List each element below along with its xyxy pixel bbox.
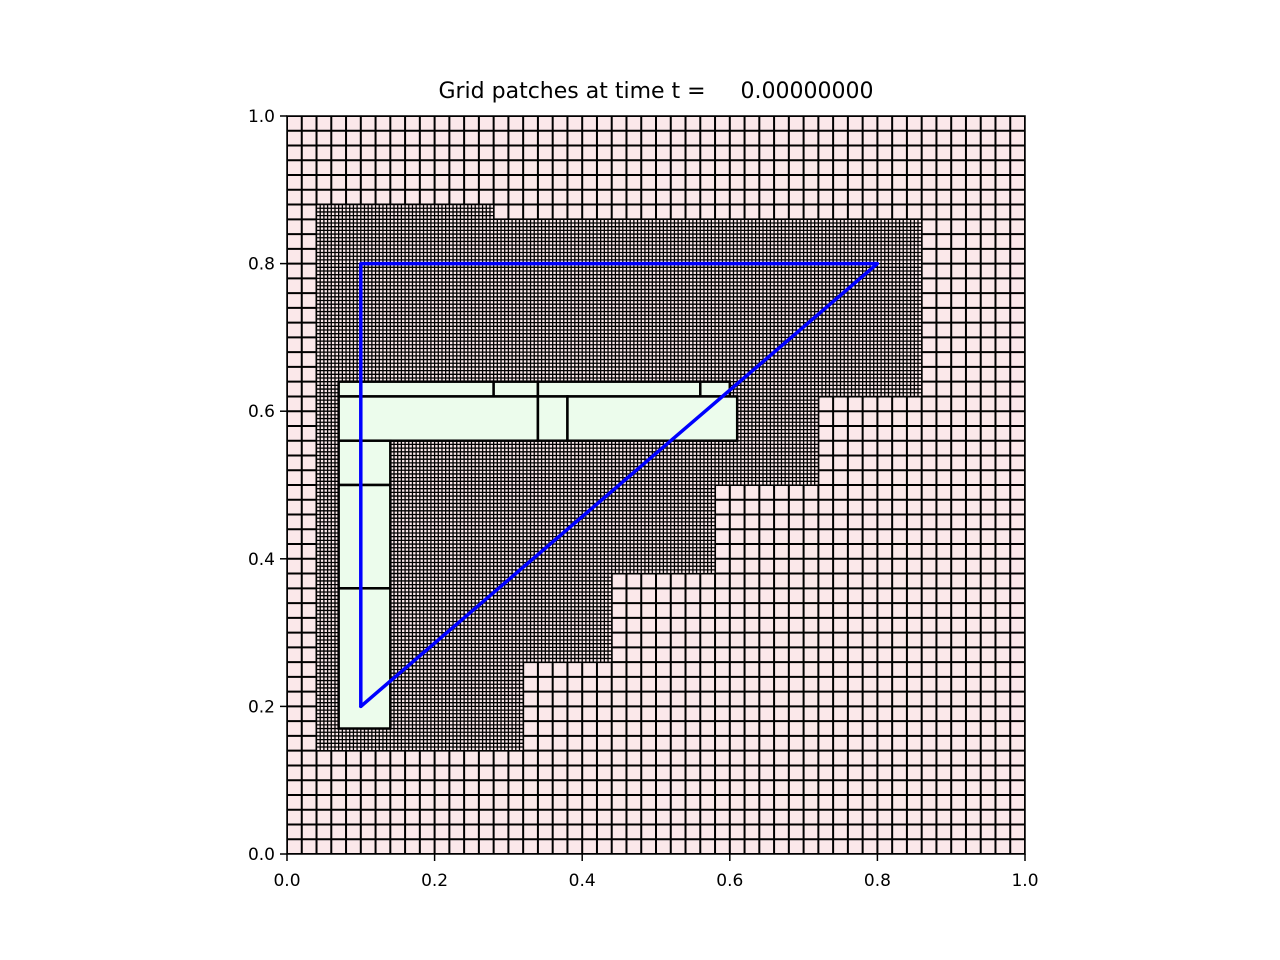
patch-border bbox=[337, 587, 392, 730]
patch-level-2 bbox=[492, 218, 923, 398]
patch-fill bbox=[338, 396, 538, 441]
patch-level-3 bbox=[566, 395, 739, 442]
patch-level-3 bbox=[337, 587, 392, 730]
series-line-0 bbox=[359, 261, 880, 709]
axes: 0.0 0.2 0.4 0.6 0.8 1.0 0.0 0.2 0.4 0.6 0.8 1.0 bbox=[248, 107, 1039, 891]
patch-level-3 bbox=[337, 439, 392, 487]
x-tick-label: 0.2 bbox=[421, 871, 448, 891]
patch-level-3 bbox=[337, 395, 540, 442]
patch-fill bbox=[338, 440, 391, 485]
patch-fill bbox=[700, 381, 730, 397]
patch-fill bbox=[338, 485, 391, 589]
patch-cell-grid bbox=[315, 203, 495, 398]
patch-fill bbox=[537, 396, 568, 441]
patch-fill bbox=[537, 381, 701, 397]
grid-patches bbox=[287, 116, 1025, 854]
patch-fill bbox=[338, 588, 391, 729]
patch-fill bbox=[338, 381, 494, 397]
patch-level-3 bbox=[337, 483, 392, 590]
patch-cell-grid bbox=[492, 218, 923, 398]
y-tick-label: 0.0 bbox=[248, 845, 275, 865]
y-tick-label: 1.0 bbox=[248, 107, 275, 127]
patch-level-3 bbox=[536, 380, 702, 398]
y-tick-label: 0.8 bbox=[248, 255, 275, 275]
series-layer bbox=[359, 261, 880, 709]
x-tick-label: 1.0 bbox=[1011, 871, 1038, 891]
patch-fill bbox=[567, 396, 738, 441]
y-tick-label: 0.6 bbox=[248, 402, 275, 422]
x-tick-label: 0.4 bbox=[569, 871, 596, 891]
x-tick-label: 0.6 bbox=[716, 871, 743, 891]
x-tick-label: 0.0 bbox=[273, 871, 300, 891]
x-tick-label: 0.8 bbox=[864, 871, 891, 891]
chart-title: Grid patches at time t = 0.00000000 bbox=[438, 79, 873, 104]
plot-frame bbox=[286, 115, 1026, 855]
y-tick-label: 0.2 bbox=[248, 697, 275, 717]
patch-level-3 bbox=[536, 395, 569, 442]
patch-border bbox=[566, 395, 739, 442]
patch-fill bbox=[493, 381, 538, 397]
patch-level-3 bbox=[492, 380, 540, 398]
y-tick-label: 0.4 bbox=[248, 550, 275, 570]
patch-level-2 bbox=[315, 203, 495, 398]
